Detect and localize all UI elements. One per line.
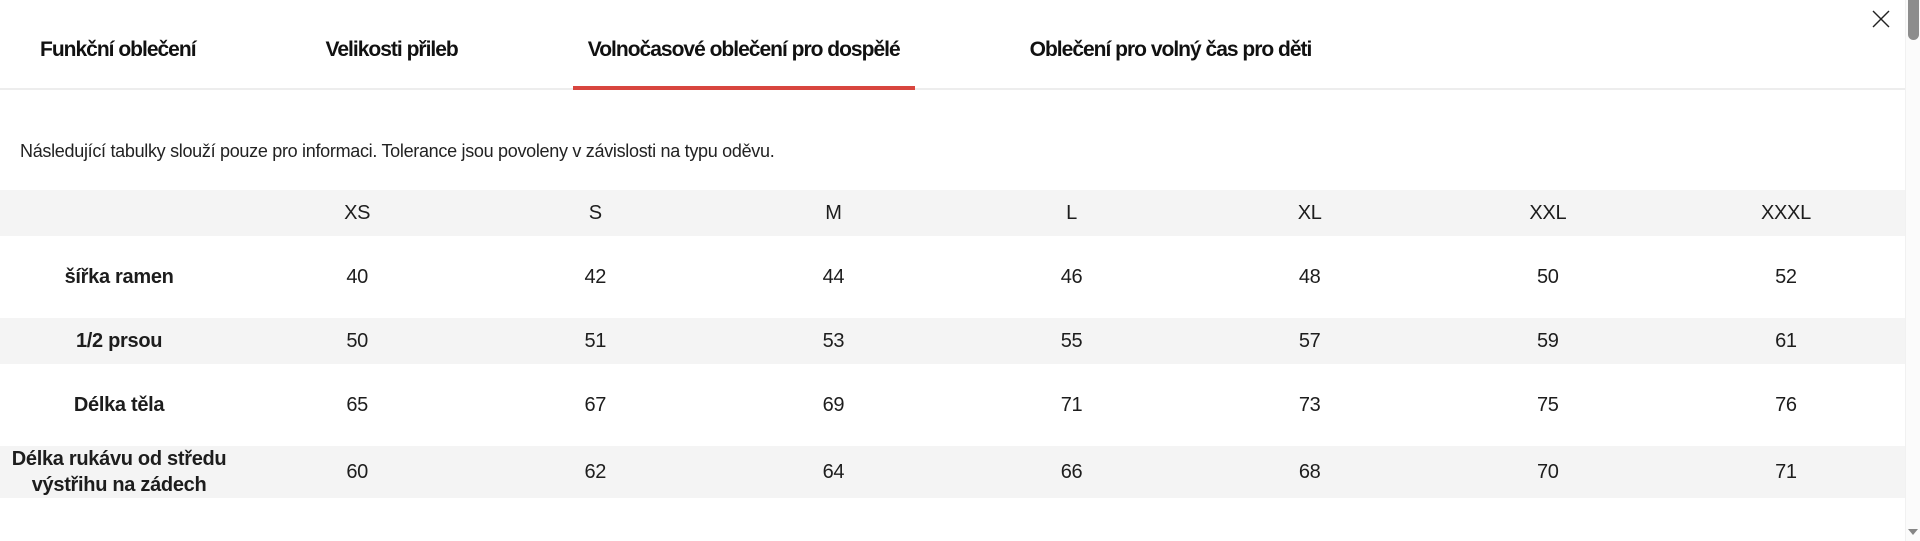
measurement-value: 48 bbox=[1298, 266, 1321, 288]
measurement-value: 71 bbox=[1666, 446, 1905, 498]
measurement-value: 59 bbox=[1428, 318, 1667, 364]
measurement-value: 52 bbox=[1775, 266, 1797, 288]
tab-velikosti-prileb[interactable]: Velikosti přileb bbox=[311, 38, 473, 88]
row-label: Délka těla bbox=[73, 394, 165, 416]
size-column-header: S bbox=[476, 190, 715, 236]
row-label: šířka ramen bbox=[64, 266, 174, 288]
measurement-value: 44 bbox=[822, 266, 845, 288]
measurement-value: 69 bbox=[822, 394, 845, 416]
table-row: Délka těla 65 67 69 71 73 75 76 bbox=[0, 382, 1905, 428]
measurement-value: 61 bbox=[1666, 318, 1905, 364]
close-icon bbox=[1872, 10, 1890, 28]
measurement-value: 46 bbox=[1060, 266, 1083, 288]
size-column-header: M bbox=[714, 190, 953, 236]
measurement-value: 57 bbox=[1190, 318, 1429, 364]
tab-obleceni-pro-volny-cas-pro-deti[interactable]: Oblečení pro volný čas pro děti bbox=[1015, 38, 1327, 88]
row-label: Délka rukávu od středu výstřihu na zádec… bbox=[0, 446, 239, 498]
measurement-value: 51 bbox=[476, 318, 715, 364]
row-label: 1/2 prsou bbox=[0, 318, 239, 364]
scroll-down-arrow-icon[interactable] bbox=[1908, 529, 1918, 535]
close-button[interactable] bbox=[1870, 8, 1892, 30]
size-chart-dialog: Funkční oblečení Velikosti přileb Volnočas… bbox=[0, 0, 1905, 516]
size-column-header: XXL bbox=[1428, 190, 1667, 236]
measurement-value: 64 bbox=[714, 446, 953, 498]
size-table-header-row: XS S M L XL XXL XXXL bbox=[0, 190, 1905, 236]
measurement-value: 66 bbox=[952, 446, 1191, 498]
measurement-value: 75 bbox=[1536, 394, 1559, 416]
scrollbar-thumb[interactable] bbox=[1908, 0, 1919, 40]
size-column-header: XS bbox=[238, 190, 477, 236]
measurement-value: 50 bbox=[1536, 266, 1559, 288]
table-row: Délka rukávu od středu výstřihu na zádec… bbox=[0, 446, 1905, 498]
measurement-value: 71 bbox=[1060, 394, 1083, 416]
measurement-value: 73 bbox=[1298, 394, 1321, 416]
row-label-column-header bbox=[0, 190, 239, 236]
size-column-header: XXXL bbox=[1666, 190, 1905, 236]
measurement-value: 65 bbox=[346, 394, 369, 416]
size-column-header: XL bbox=[1190, 190, 1429, 236]
measurement-value: 70 bbox=[1428, 446, 1667, 498]
measurement-value: 62 bbox=[476, 446, 715, 498]
measurement-value: 60 bbox=[238, 446, 477, 498]
table-row: šířka ramen 40 42 44 46 48 50 52 bbox=[0, 254, 1905, 300]
vertical-scrollbar[interactable] bbox=[1905, 0, 1920, 541]
measurement-value: 76 bbox=[1775, 394, 1797, 416]
tolerance-note: Následující tabulky slouží pouze pro inf… bbox=[20, 141, 775, 161]
tab-bar: Funkční oblečení Velikosti přileb Volnočas… bbox=[0, 0, 1905, 90]
measurement-value: 40 bbox=[346, 266, 369, 288]
measurement-value: 68 bbox=[1190, 446, 1429, 498]
tab-volnocasove-obleceni-pro-dospele[interactable]: Volnočasové oblečení pro dospělé bbox=[572, 38, 915, 90]
measurement-value: 50 bbox=[238, 318, 477, 364]
size-table: XS S M L XL XXL XXXL šířka ramen 40 42 44 46 48 50 52… bbox=[0, 172, 1905, 516]
measurement-value: 55 bbox=[952, 318, 1191, 364]
measurement-value: 42 bbox=[584, 266, 607, 288]
table-row: 1/2 prsou 50 51 53 55 57 59 61 bbox=[0, 318, 1905, 364]
measurement-value: 67 bbox=[584, 394, 607, 416]
tab-funkcni-obleceni[interactable]: Funkční oblečení bbox=[25, 38, 211, 88]
size-column-header: L bbox=[952, 190, 1191, 236]
measurement-value: 53 bbox=[714, 318, 953, 364]
size-table-body: šířka ramen 40 42 44 46 48 50 52 1/2 prsou 50 51 53… bbox=[0, 254, 1905, 498]
